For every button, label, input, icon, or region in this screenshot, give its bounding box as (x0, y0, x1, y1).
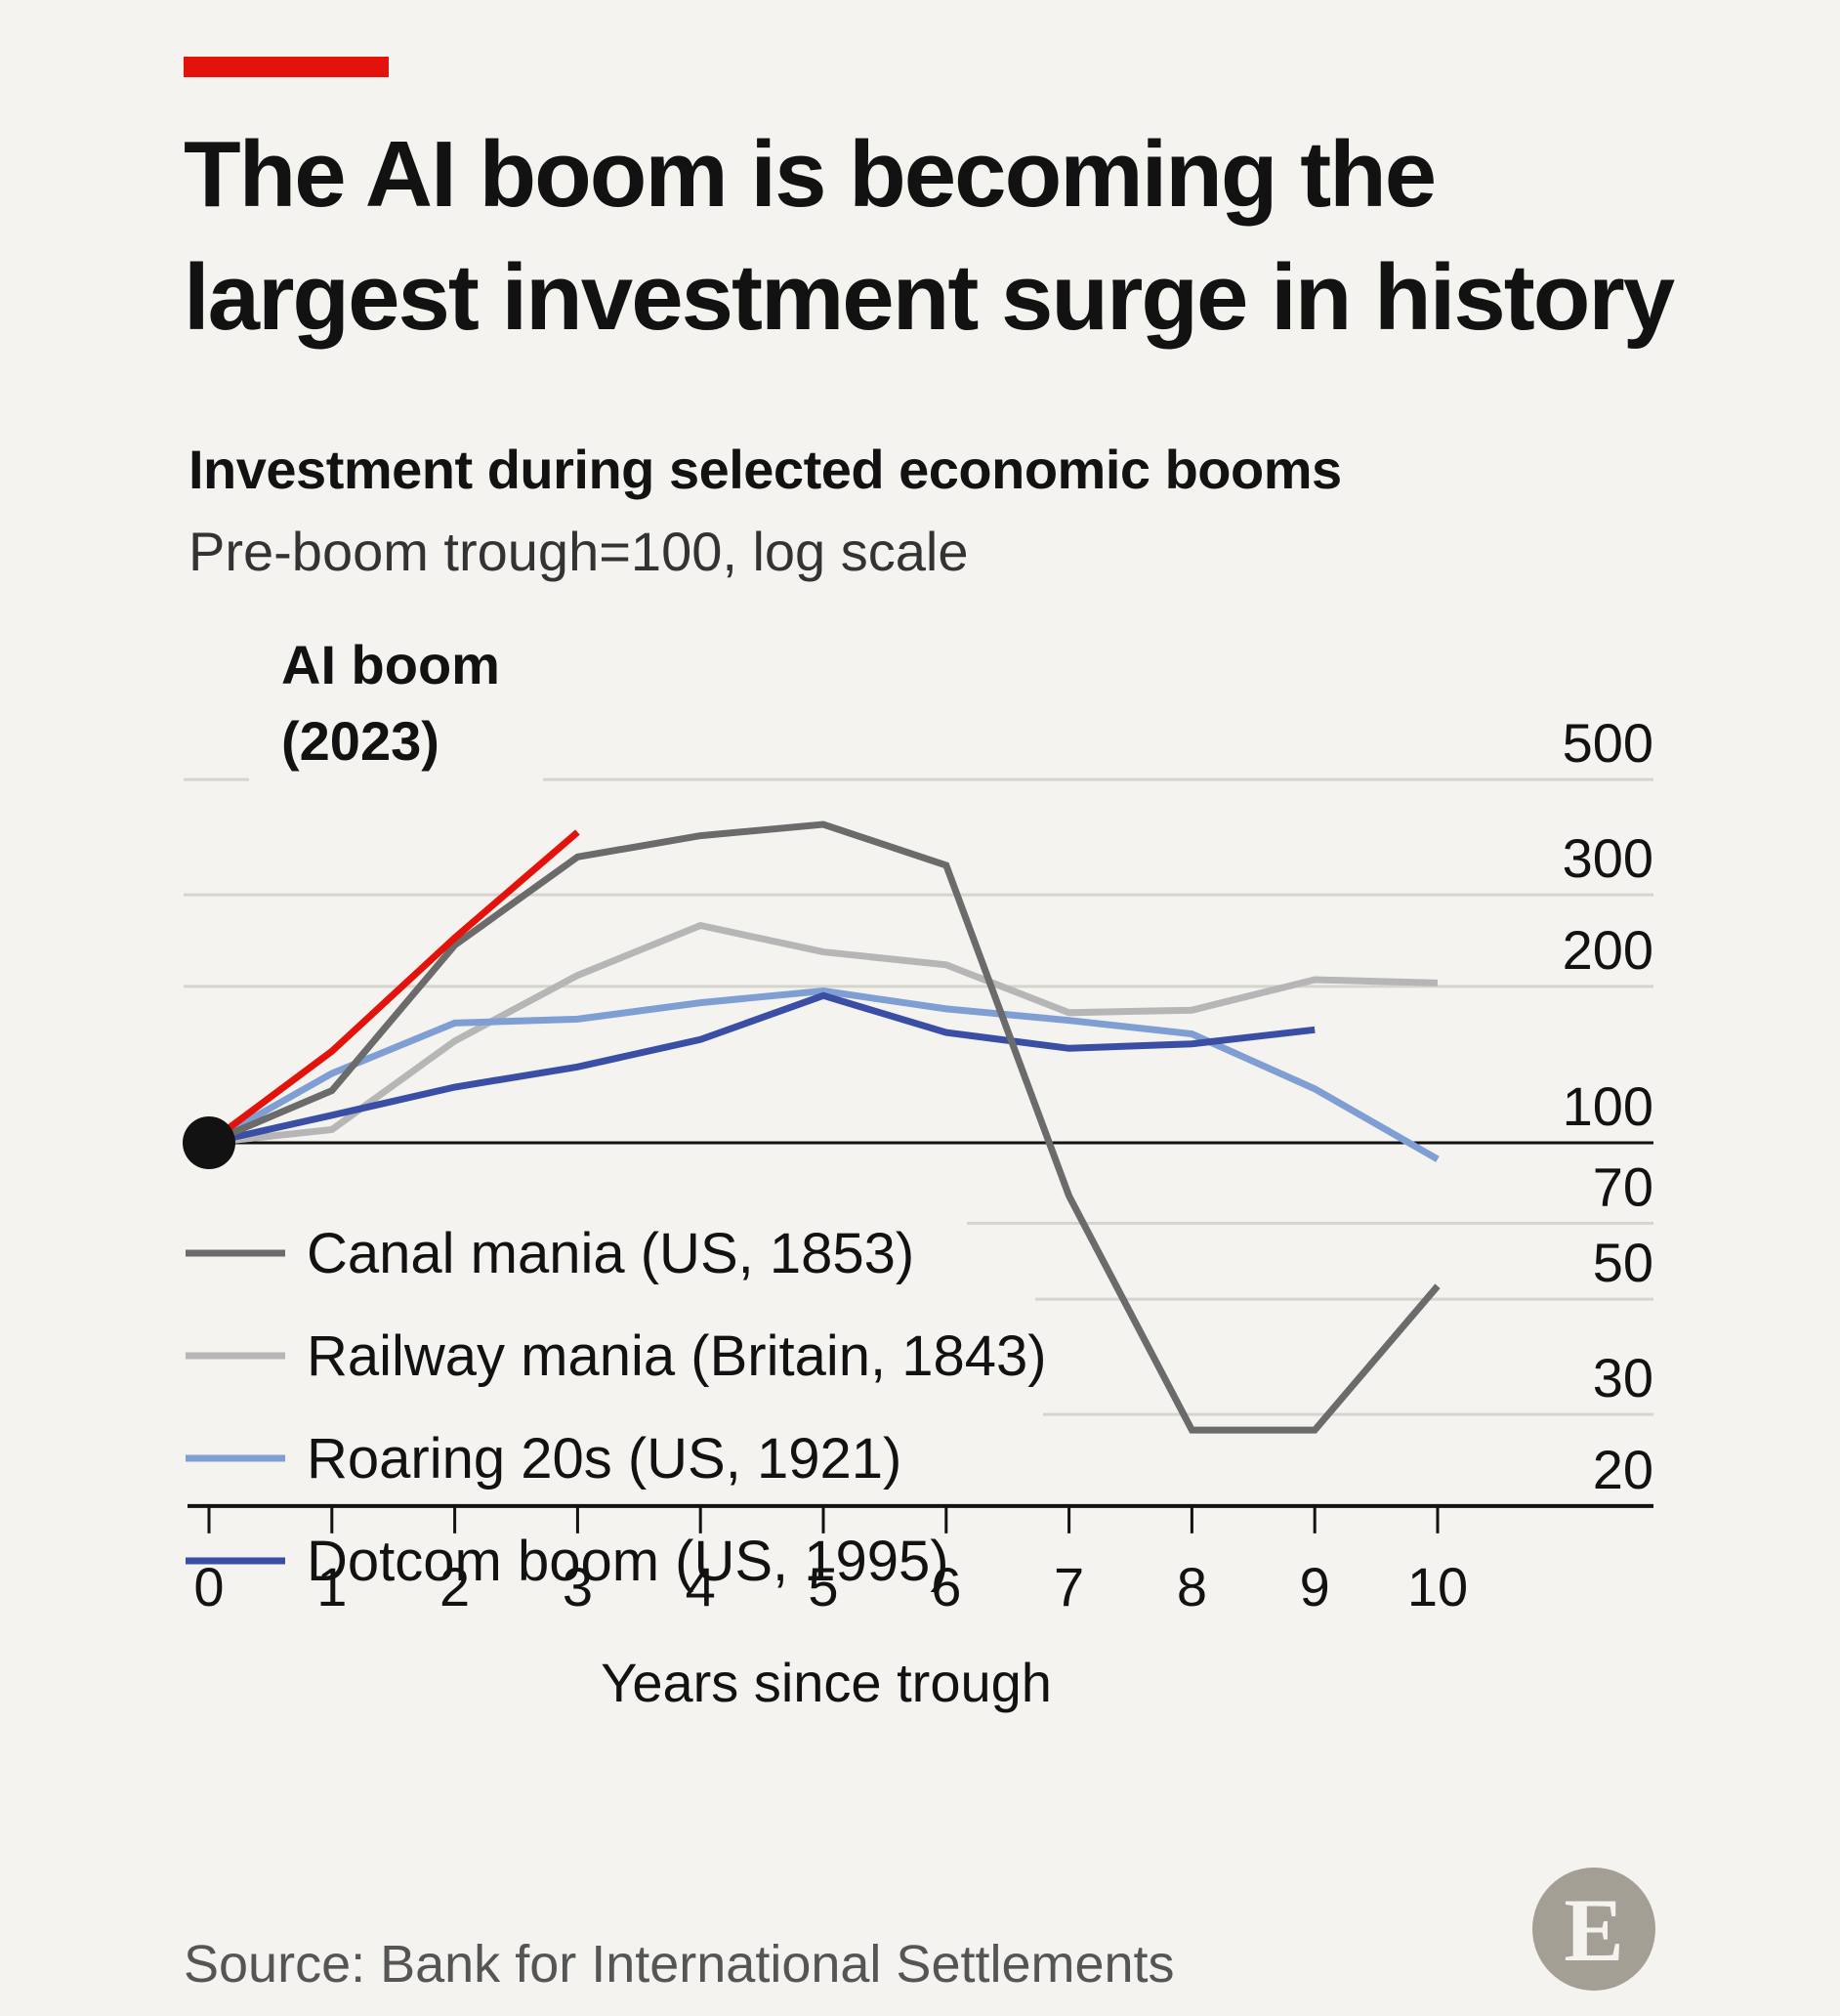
origin-dot (183, 1116, 235, 1169)
title-line-2: largest investment surge in history (184, 245, 1675, 350)
x-axis-label: Years since trough (601, 1652, 1052, 1713)
y-tick-label-500: 500 (1563, 712, 1653, 774)
x-tick-label-4: 4 (686, 1556, 716, 1617)
x-tick-label-2: 2 (439, 1556, 470, 1617)
x-tick-label-5: 5 (808, 1556, 838, 1617)
series-line-ai (206, 829, 580, 1146)
y-tick-label-200: 200 (1563, 919, 1653, 981)
x-tick-label-7: 7 (1054, 1556, 1084, 1617)
ai-boom-year-label: (2023) (281, 710, 439, 772)
title-line-1: The AI boom is becoming the (184, 122, 1437, 227)
chart-title: The AI boom is becoming the largest inve… (184, 113, 1707, 359)
series-line-dotcom (208, 991, 1316, 1147)
accent-bar (184, 57, 389, 77)
x-tick-label-8: 8 (1177, 1556, 1207, 1617)
x-tick-label-0: 0 (193, 1556, 224, 1617)
series-line-canal (207, 820, 1441, 1434)
ai-boom-label: AI boom (281, 634, 500, 695)
x-tick-label-9: 9 (1300, 1556, 1330, 1617)
series-line-roaring (207, 987, 1440, 1162)
legend-label-canal: Canal mania (US, 1853) (307, 1222, 914, 1285)
economist-logo: E (1532, 1868, 1655, 1991)
x-tick-label-3: 3 (563, 1556, 593, 1617)
y-tick-label-70: 70 (1593, 1155, 1653, 1217)
y-tick-label-30: 30 (1593, 1347, 1653, 1408)
x-tick-label-10: 10 (1407, 1556, 1468, 1617)
y-tick-label-300: 300 (1563, 827, 1653, 889)
chart-subtitle: Investment during selected economic boom… (188, 439, 1342, 500)
x-tick-label-1: 1 (316, 1556, 347, 1617)
y-tick-label-20: 20 (1593, 1439, 1653, 1500)
chart-scale-note: Pre-boom trough=100, log scale (188, 521, 969, 582)
line-chart: 20 30 50 70 100 200 300 500 0 1 2 3 4 5 6 7 8 9 10 Years si… (183, 634, 1653, 1713)
legend-label-railway: Railway mania (Britain, 1843) (307, 1324, 1047, 1388)
y-tick-label-50: 50 (1593, 1232, 1653, 1293)
y-tick-label-100: 100 (1563, 1075, 1653, 1137)
source-note: Source: Bank for International Settlemen… (184, 1935, 1175, 1994)
legend-label-roaring: Roaring 20s (US, 1921) (307, 1427, 901, 1491)
legend-label-dotcom: Dotcom boom (US, 1995) (307, 1530, 949, 1593)
x-tick-label-6: 6 (931, 1556, 961, 1617)
series-line-railway (208, 921, 1439, 1147)
